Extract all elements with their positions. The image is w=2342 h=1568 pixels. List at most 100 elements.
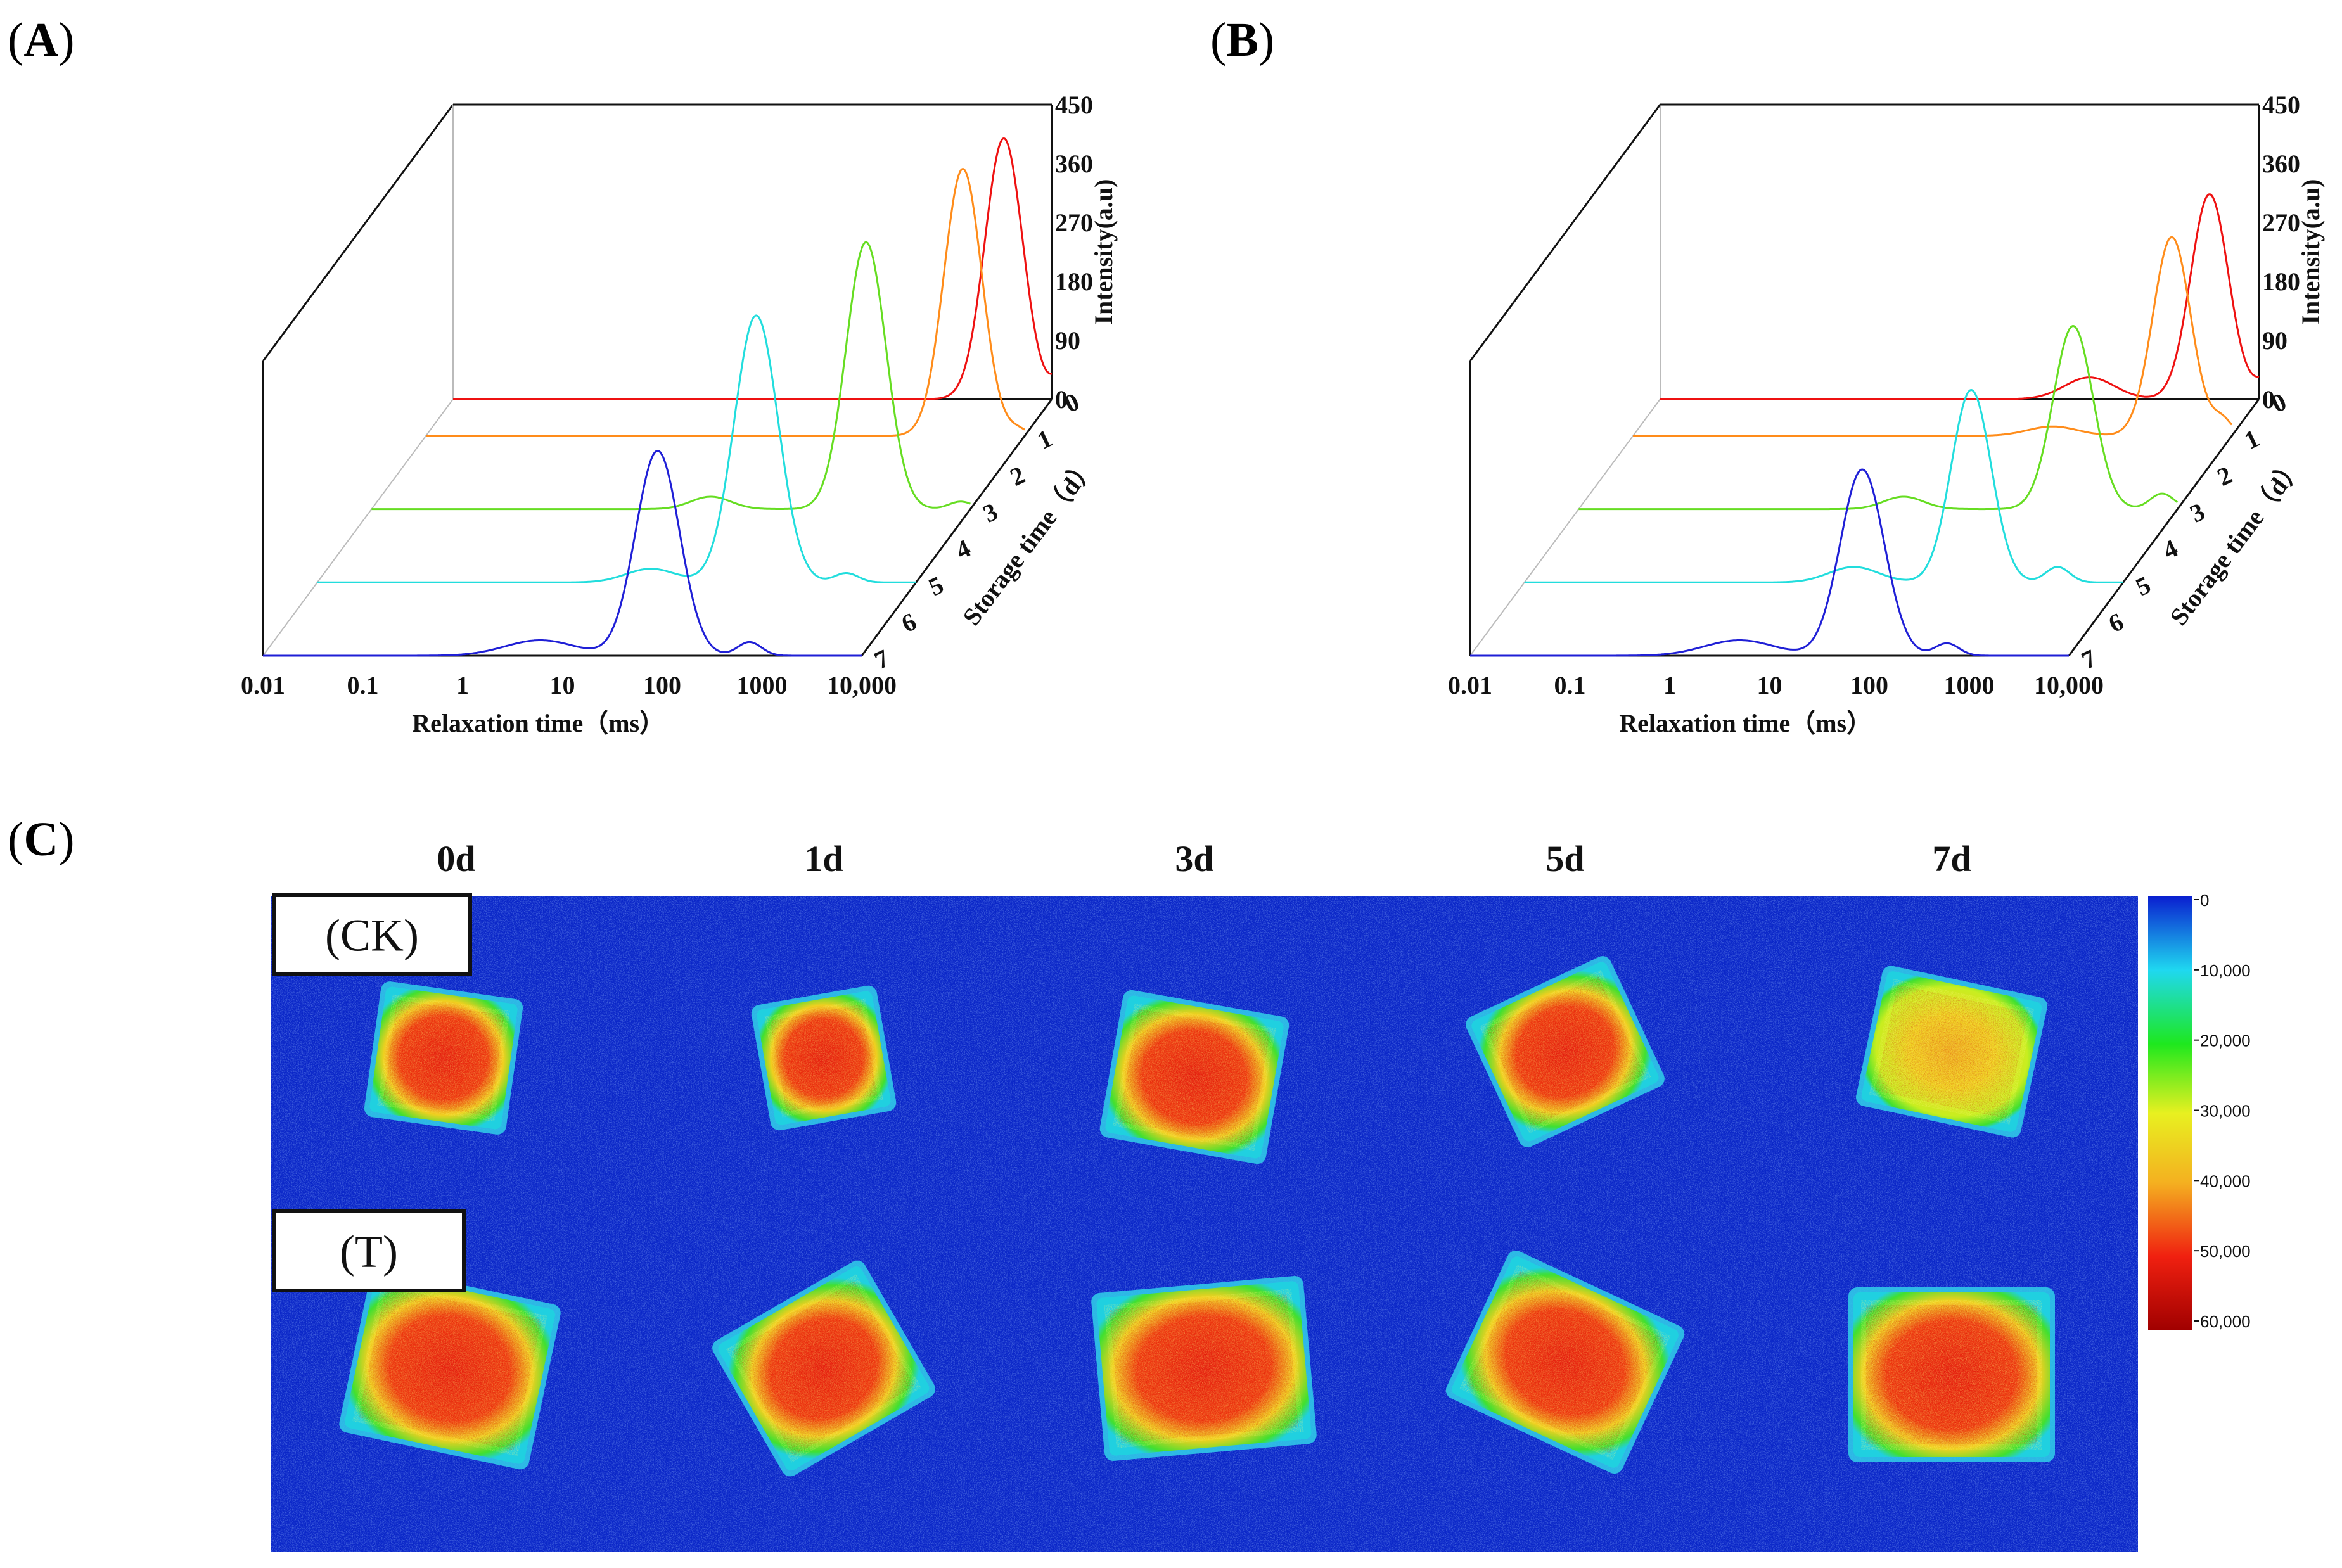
sample-speckle-dark — [1876, 986, 2027, 1118]
x-tick-label: 0.01 — [1448, 671, 1492, 699]
y-tick-label: 450 — [1055, 91, 1093, 119]
y-tick-label: 90 — [2262, 326, 2288, 355]
samples — [339, 956, 2055, 1477]
sample-t-7d — [1848, 1287, 2055, 1462]
x-tick-label: 1000 — [737, 671, 788, 699]
y-tick-label: 0 — [1055, 385, 1068, 414]
sample-t-0d — [339, 1267, 561, 1470]
series-line-day-3 — [371, 241, 971, 511]
left-floor-edge — [262, 398, 454, 656]
y-tick-label: 450 — [2262, 91, 2300, 119]
colorbar-tick-label: 60,000 — [2200, 1312, 2251, 1331]
x-tick-label: 1000 — [1944, 671, 1995, 699]
x-axis-label: Relaxation time（ms） — [1619, 709, 1872, 737]
z-tick-label: 4 — [2158, 533, 2182, 564]
day-label-1d: 1d — [804, 838, 843, 879]
sample-ck-5d — [1466, 956, 1665, 1147]
group-label-box — [272, 893, 472, 976]
left-top-edge — [1469, 104, 1661, 362]
sample-speckle-dark — [1110, 1294, 1298, 1443]
series-line-day-5 — [317, 314, 916, 583]
colorbar: 0 10,000 20,000 30,000 40,000 50,000 60,000 — [2148, 891, 2251, 1331]
sample-t-3d — [1091, 1276, 1317, 1461]
colorbar-tick-label: 10,000 — [2200, 961, 2251, 980]
x-tick-label: 10 — [1757, 671, 1782, 699]
x-tick-label: 1 — [1663, 671, 1676, 699]
z-tick-label: 6 — [2104, 607, 2128, 638]
panel-letter-a-text: A — [23, 13, 58, 67]
z-tick-label: 1 — [1033, 424, 1056, 455]
sample-ck-1d — [751, 985, 897, 1131]
y-tick-label: 0 — [2262, 385, 2275, 414]
colorbar-tick-label: 0 — [2200, 891, 2209, 910]
panel-c-heatmap: 0d 1d 3d 5d 7d (CK) (T) 0 10,000 20,000 30,000 40… — [271, 838, 2251, 1552]
z-tick-label: 3 — [2185, 497, 2209, 528]
x-tick-label: 10,000 — [2034, 671, 2104, 699]
series-line-day-7 — [1470, 468, 2069, 657]
day-labels: 0d 1d 3d 5d 7d — [437, 838, 1971, 879]
z-tick-label: 2 — [1006, 461, 1029, 492]
x-tick-label: 10 — [550, 671, 575, 699]
z-tick-label: 5 — [2132, 570, 2155, 601]
x-tick-label: 0.1 — [347, 671, 379, 699]
y-tick-label: 360 — [2262, 150, 2300, 178]
colorbar-tick-label: 50,000 — [2200, 1242, 2251, 1261]
y-tick-label: 180 — [2262, 267, 2300, 296]
z-tick-label: 2 — [2213, 461, 2236, 492]
y-tick-label: 360 — [1055, 150, 1093, 178]
colorbar-tick-label: 40,000 — [2200, 1171, 2251, 1190]
sample-speckle-dark — [1488, 978, 1642, 1125]
sample-speckle-dark — [1866, 1305, 2037, 1444]
x-tick-label: 0.01 — [241, 671, 285, 699]
z-tick-label: 4 — [951, 533, 975, 564]
group-label-0: (CK) — [325, 910, 419, 961]
z-tick-label: 3 — [978, 497, 1002, 528]
day-label-5d: 5d — [1545, 838, 1584, 879]
sample-ck-7d — [1856, 966, 2047, 1138]
panel-letter-b-text: B — [1226, 13, 1258, 67]
z-tick-label: 1 — [2240, 424, 2263, 455]
sample-speckle-dark — [1468, 1273, 1662, 1451]
day-label-7d: 7d — [1932, 838, 1971, 879]
left-floor-edge — [1469, 398, 1661, 656]
x-tick-label: 100 — [1850, 671, 1888, 699]
sample-ck-0d — [364, 981, 523, 1135]
z-tick-label: 7 — [2077, 644, 2101, 675]
x-axis-label: Relaxation time（ms） — [412, 709, 665, 737]
sample-speckle-dark — [359, 1287, 541, 1450]
right-floor-edge — [2068, 398, 2260, 656]
z-axis-label: Storage time（d） — [2164, 452, 2308, 631]
x-tick-label: 0.1 — [1554, 671, 1586, 699]
day-label-3d: 3d — [1175, 838, 1213, 879]
sample-speckle-dark — [735, 1283, 912, 1454]
series-line-day-7 — [263, 450, 862, 657]
y-axis-label: Intensity(a.u) — [1089, 179, 1118, 324]
series-line-day-5 — [1524, 388, 2123, 583]
sample-speckle-dark — [771, 1005, 876, 1111]
series-line-day-3 — [1578, 324, 2179, 511]
y-tick-label: 90 — [1055, 326, 1080, 355]
group-labels: (CK) (T) — [272, 893, 472, 1292]
panel-letter-a: (A) — [8, 13, 75, 67]
colorbar-gradient — [2148, 896, 2192, 1330]
sample-t-5d — [1445, 1250, 1685, 1474]
y-tick-label: 180 — [1055, 267, 1093, 296]
left-top-edge — [262, 104, 454, 362]
group-label-1: (T) — [340, 1227, 398, 1277]
panel-letter-c-text: C — [23, 813, 58, 866]
series-line-day-0 — [453, 137, 1053, 400]
y-tick-label: 270 — [1055, 208, 1093, 237]
group-label-box — [272, 1209, 466, 1292]
z-axis-label: Storage time（d） — [957, 452, 1101, 631]
x-tick-label: 100 — [643, 671, 681, 699]
series-line-day-1 — [1633, 236, 2233, 437]
y-tick-label: 270 — [2262, 208, 2300, 237]
series-line-day-1 — [426, 167, 1025, 437]
right-floor-edge — [861, 398, 1053, 656]
sample-ck-3d — [1099, 990, 1289, 1164]
panel-letter-c: (C) — [8, 813, 75, 866]
sample-speckle-dark — [1120, 1010, 1269, 1144]
